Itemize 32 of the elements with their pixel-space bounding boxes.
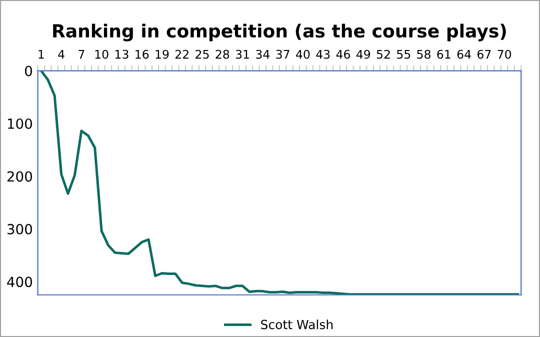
y-tick-label: 300: [7, 224, 32, 234]
x-tick-label: 61: [437, 50, 450, 59]
chart-title: Ranking in competition (as the course plays): [53, 24, 506, 42]
x-tick-label: 55: [397, 50, 410, 59]
y-tick-label: 200: [7, 171, 32, 182]
x-tick-label: 37: [276, 50, 290, 59]
x-tick-label: 7: [78, 50, 84, 59]
y-tick-label: 400: [7, 276, 32, 288]
x-tick-label: 25: [196, 50, 209, 59]
x-tick-label: 49: [356, 50, 370, 59]
x-tick-label: 19: [156, 50, 169, 59]
legend-label: Scott Walsh: [261, 320, 333, 330]
x-tick-label: 67: [477, 50, 491, 59]
x-tick-label: 31: [236, 50, 249, 59]
y-tick-label: 0: [25, 66, 32, 76]
x-tick-label: 70: [498, 50, 512, 59]
x-tick-label: 43: [316, 50, 330, 59]
x-tick-label: 1: [38, 50, 44, 59]
x-tick-label: 28: [216, 50, 230, 59]
x-tick-label: 4: [58, 50, 64, 59]
x-tick-label: 64: [457, 50, 471, 59]
x-tick-label: 58: [417, 50, 430, 59]
x-tick-label: 13: [115, 50, 128, 59]
line-series: [40, 70, 519, 295]
x-tick-label: 46: [336, 50, 350, 59]
x-tick-label: 40: [296, 50, 310, 59]
y-tick-label: 100: [8, 118, 32, 129]
x-tick-label: 34: [256, 50, 270, 59]
x-tick-label: 22: [175, 50, 188, 59]
x-tick-label: 10: [95, 50, 108, 59]
x-tick-label: 16: [136, 50, 149, 59]
x-tick-label: 52: [376, 50, 390, 59]
